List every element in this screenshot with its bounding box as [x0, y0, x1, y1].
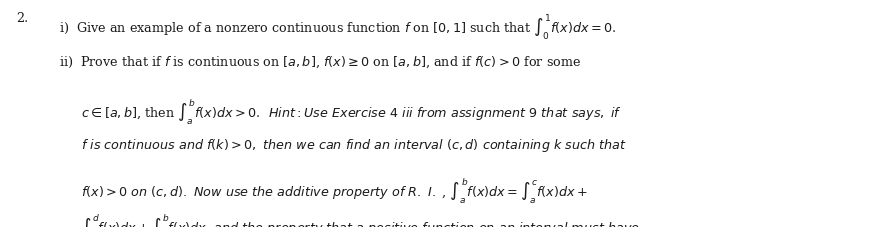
Text: 2.: 2.: [16, 12, 28, 25]
Text: $c \in [a,b]$, then $\int_a^b f(x)dx > 0$.  $\mathit{Hint: Use\ Exercise\ 4\ iii: $c \in [a,b]$, then $\int_a^b f(x)dx > 0…: [81, 97, 622, 126]
Text: $\mathit{f(x) > 0\ on\ (c,d).\ Now\ use\ the\ additive\ property\ of\ R.\ I.\ }$: $\mathit{f(x) > 0\ on\ (c,d).\ Now\ use\…: [81, 176, 588, 205]
Text: $\mathit{f\ is\ continuous\ and\ f(k) > 0,\ then\ we\ can\ find\ an\ interval\ (: $\mathit{f\ is\ continuous\ and\ f(k) > …: [81, 137, 628, 154]
Text: $\int_c^d f(x)dx + \int_d^b f(x)dx$ $\mathit{\ and\ the\ property\ that\ a\ posi: $\int_c^d f(x)dx + \int_d^b f(x)dx$ $\ma…: [81, 212, 641, 227]
Text: i)  Give an example of a nonzero continuous function $f$ on $[0,1]$ such that $\: i) Give an example of a nonzero continuo…: [59, 12, 617, 42]
Text: ii)  Prove that if $f$ is continuous on $[a,b]$, $f(x) \geq 0$ on $[a,b]$, and i: ii) Prove that if $f$ is continuous on $…: [59, 55, 582, 70]
